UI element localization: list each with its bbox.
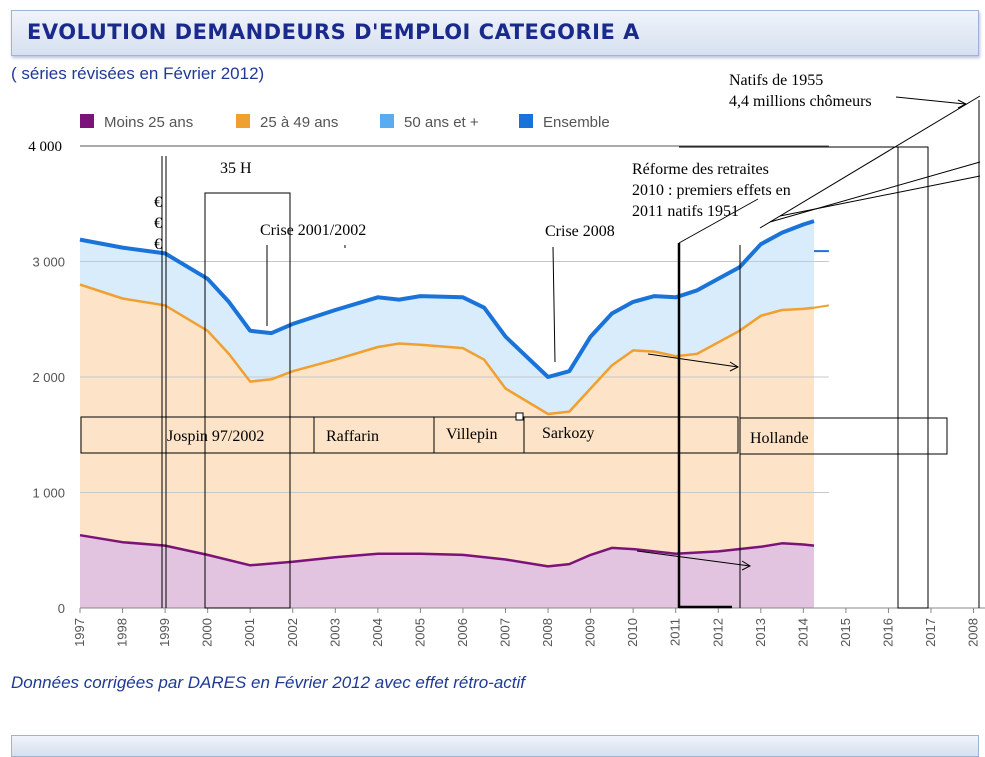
y-tick-label: 3 000	[32, 255, 65, 270]
annotation-crise-2008: Crise 2008	[545, 223, 615, 240]
y-tick-label: 1 000	[32, 486, 65, 501]
annotation-chomeurs: 4,4 millions chômeurs	[729, 93, 872, 110]
title-bar: EVOLUTION DEMANDEURS D'EMPLOI CATEGORIE …	[11, 10, 979, 56]
annotation-layer: Natifs de 1955 4,4 millions chômeurs 35 …	[80, 72, 981, 609]
x-tick-label: 2006	[455, 618, 470, 647]
footer-note: Données corrigées par DARES en Février 2…	[11, 673, 526, 692]
x-tick-label: 2000	[200, 618, 215, 647]
label-sarkozy: Sarkozy	[542, 425, 594, 442]
area-1	[80, 284, 814, 608]
x-tick-label: 2002	[285, 618, 300, 647]
arrow-moins25	[636, 550, 751, 567]
stub-25-49	[813, 304, 830, 309]
legend-label: 25 à 49 ans	[260, 114, 338, 131]
projection-line-2	[769, 161, 981, 223]
x-tick-label: 2003	[327, 618, 342, 647]
box-2016	[897, 146, 929, 609]
label-hollande: Hollande	[750, 430, 809, 447]
label-jospin: Jospin 97/2002	[167, 428, 264, 445]
legend: Moins 25 ans 25 à 49 ans 50 ans et + Ensemb…	[80, 114, 610, 131]
pointer-crise-2008	[552, 246, 556, 363]
annotation-reforme-2: 2010 : premiers effets en	[632, 182, 791, 199]
x-tick-label: 2014	[795, 618, 810, 647]
marker-square	[515, 412, 524, 421]
pointer-reforme	[678, 198, 759, 244]
area-layer	[80, 221, 814, 608]
series-line-1	[79, 283, 815, 416]
arrow-25-49	[647, 353, 739, 368]
legend-label: Ensemble	[543, 114, 610, 131]
legend-swatch	[80, 114, 94, 128]
label-villepin: Villepin	[446, 426, 497, 443]
annotation-natifs-1955: Natifs de 1955	[729, 72, 823, 89]
x-tick-label: 2012	[710, 618, 725, 647]
box-sarkozy	[523, 416, 739, 454]
legend-swatch	[519, 114, 533, 128]
annotation-35h: 35 H	[220, 160, 252, 177]
legend-swatch	[236, 114, 250, 128]
x-tick-label: 2008	[966, 618, 981, 647]
legend-label: Moins 25 ans	[104, 114, 193, 131]
x-tick-label: 2017	[923, 618, 938, 647]
series-line-3	[79, 219, 815, 379]
subtitle: ( séries révisées en Février 2012)	[11, 64, 265, 83]
x-tick-label: 1999	[157, 618, 172, 647]
x-tick-label: 2008	[540, 618, 555, 647]
x-tick-label: 1997	[72, 618, 87, 647]
legend-swatch	[380, 114, 394, 128]
y-tick-label: 0	[58, 601, 65, 616]
axis-layer: 1997 1998 1999 2000 2001 2002 2003 2004 2005 2006…	[28, 139, 985, 647]
annotation-euro-1: €	[154, 194, 162, 211]
projection-line-1	[759, 95, 981, 229]
projection-line-3	[779, 175, 981, 217]
y-tick-label: 4 000	[28, 139, 62, 155]
x-tick-label: 2015	[838, 618, 853, 647]
annotation-euro-3: €	[154, 236, 162, 253]
x-tick-label: 2011	[668, 618, 683, 646]
x-tick-label: 2010	[625, 618, 640, 647]
annotation-euro-2: €	[154, 215, 162, 232]
x-tick-label: 2005	[412, 618, 427, 647]
arrow-natifs-head	[957, 99, 968, 109]
x-tick-label: 2007	[498, 618, 513, 647]
annotation-reforme-3: 2011 natifs 1951	[632, 203, 739, 220]
y-tick-label: 2 000	[32, 370, 65, 385]
x-tick-label: 2013	[753, 618, 768, 647]
arrow-moins25-head	[741, 560, 752, 571]
annotation-crise-2001: Crise 2001/2002	[260, 222, 366, 239]
arrow-25-49-head	[729, 361, 740, 372]
x-tick-label: 2009	[583, 618, 598, 647]
page-title: EVOLUTION DEMANDEURS D'EMPLOI CATEGORIE …	[27, 20, 640, 44]
x-tick-label: 2016	[880, 618, 895, 647]
annotation-reforme-1: Réforme des retraites	[632, 161, 769, 178]
area-0	[80, 535, 814, 608]
box-35h	[204, 192, 291, 609]
x-tick-label: 2001	[242, 618, 257, 647]
label-raffarin: Raffarin	[326, 428, 379, 445]
arrow-natifs	[895, 96, 966, 105]
legend-label: 50 ans et +	[404, 114, 479, 131]
x-tick-label: 1998	[115, 618, 130, 647]
x-tick-label: 2004	[370, 618, 385, 647]
